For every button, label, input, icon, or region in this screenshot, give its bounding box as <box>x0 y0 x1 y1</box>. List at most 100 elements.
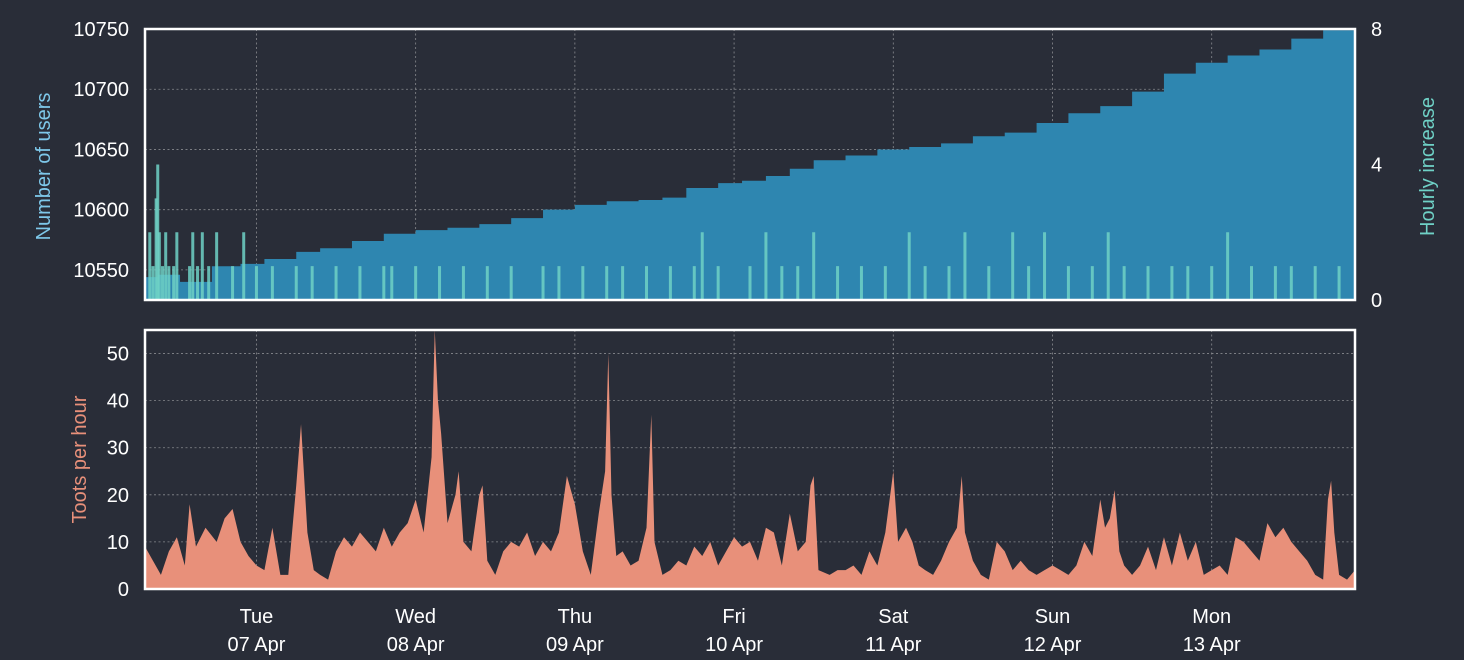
x-tick-date-label: 13 Apr <box>1183 634 1241 656</box>
hourly-bar <box>154 198 158 300</box>
hourly-bar <box>191 232 195 300</box>
hourly-bar <box>200 232 204 300</box>
hourly-bar <box>1313 266 1317 300</box>
x-tick-date-label: 10 Apr <box>705 634 763 656</box>
hourly-bar <box>157 232 161 300</box>
users-panel: 10550 10600 10650 10700 10750 0 4 8 Number of … <box>33 19 1439 312</box>
hourly-bar <box>947 266 951 300</box>
hourly-bar <box>270 266 274 300</box>
users-y-tick-label: 10600 <box>73 200 129 222</box>
hourly-bar <box>172 266 176 300</box>
hourly-bar <box>859 266 863 300</box>
x-tick-date-label: 09 Apr <box>546 634 604 656</box>
x-tick-date-label: 08 Apr <box>387 634 445 656</box>
hourly-bar <box>1186 266 1190 300</box>
toots-panel-grid <box>145 330 1355 590</box>
hourly-bar <box>231 266 235 300</box>
hourly-bar <box>390 266 394 300</box>
hourly-bar <box>188 266 192 300</box>
hourly-bar <box>581 266 585 300</box>
hourly-bar <box>1226 232 1230 300</box>
hourly-bar <box>207 266 211 300</box>
hourly-bar <box>987 266 991 300</box>
hourly-bar <box>161 266 165 300</box>
hourly-bar <box>605 266 609 300</box>
hourly-bar <box>836 266 840 300</box>
hourly-bar <box>1027 266 1031 300</box>
x-tick-day-label: Tue <box>240 606 274 628</box>
toots-y-tick-label: 30 <box>107 438 129 460</box>
x-tick-date-label: 07 Apr <box>228 634 286 656</box>
users-y-tick-label: 10750 <box>73 19 129 41</box>
hourly-bar <box>215 232 219 300</box>
toots-y-axis-label: Toots per hour <box>69 395 91 523</box>
hourly-y-axis-label: Hourly increase <box>1417 97 1439 236</box>
hourly-bar <box>621 266 625 300</box>
hourly-bar <box>175 232 179 300</box>
users-area <box>145 29 1355 300</box>
hourly-bar <box>541 266 545 300</box>
x-tick-date-label: 12 Apr <box>1024 634 1082 656</box>
hourly-bar <box>1289 266 1293 300</box>
hourly-bar <box>557 266 561 300</box>
hourly-bar <box>716 266 720 300</box>
hourly-bar <box>151 266 155 300</box>
toots-y-tick-label: 20 <box>107 485 129 507</box>
users-y-axis-label: Number of users <box>33 93 55 241</box>
hourly-bar <box>883 266 887 300</box>
toots-y-tick-label: 10 <box>107 532 129 554</box>
toots-panel: 0 10 20 30 40 50 Toots per hour <box>69 328 1357 601</box>
hourly-bar <box>1106 232 1110 300</box>
hourly-bar <box>485 266 489 300</box>
hourly-bar <box>509 266 513 300</box>
toots-y-tick-label: 0 <box>118 579 129 601</box>
hourly-bar <box>254 266 258 300</box>
hourly-bar <box>907 232 911 300</box>
x-tick-day-label: Fri <box>722 606 745 628</box>
hourly-bar <box>1273 266 1277 300</box>
hourly-bar <box>167 266 171 300</box>
x-tick-day-label: Sat <box>878 606 908 628</box>
hourly-bar <box>461 266 465 300</box>
hourly-bar <box>1337 266 1341 300</box>
hourly-bar <box>1066 266 1070 300</box>
users-panel-frame <box>143 27 1357 302</box>
hourly-bar <box>358 266 362 300</box>
hourly-bar <box>242 232 246 300</box>
hourly-bar <box>780 266 784 300</box>
users-y-tick-label: 10550 <box>73 260 129 282</box>
hourly-bar <box>1210 266 1214 300</box>
toots-y-ticks: 0 10 20 30 40 50 <box>107 344 129 601</box>
x-tick-day-label: Sun <box>1035 606 1071 628</box>
hourly-bar <box>764 232 768 300</box>
hourly-bar <box>1122 266 1126 300</box>
users-y-tick-label: 10700 <box>73 79 129 101</box>
hourly-bar <box>748 266 752 300</box>
hourly-bar <box>164 232 168 300</box>
x-tick-day-label: Thu <box>558 606 592 628</box>
hourly-y-ticks: 0 4 8 <box>1371 19 1382 312</box>
toots-y-tick-label: 40 <box>107 391 129 413</box>
x-tick-day-label: Wed <box>395 606 436 628</box>
hourly-bar <box>1043 232 1047 300</box>
hourly-bar <box>294 266 298 300</box>
hourly-bar <box>963 232 967 300</box>
hourly-bar <box>414 266 418 300</box>
hourly-bar <box>1090 266 1094 300</box>
toots-area <box>145 330 1355 589</box>
x-tick-date-label: 11 Apr <box>865 634 922 656</box>
hourly-bar <box>334 266 338 300</box>
hourly-y-tick-label: 8 <box>1371 19 1382 41</box>
hourly-bar <box>1250 266 1254 300</box>
hourly-bar <box>1011 232 1015 300</box>
hourly-y-tick-label: 0 <box>1371 290 1382 312</box>
hourly-bar <box>668 266 672 300</box>
hourly-bar <box>148 232 152 300</box>
hourly-bar <box>1146 266 1150 300</box>
hourly-bar <box>923 266 927 300</box>
hourly-bar <box>1170 266 1174 300</box>
hourly-bar <box>645 266 649 300</box>
x-tick-day-label: Mon <box>1192 606 1231 628</box>
users-y-tick-label: 10650 <box>73 139 129 161</box>
